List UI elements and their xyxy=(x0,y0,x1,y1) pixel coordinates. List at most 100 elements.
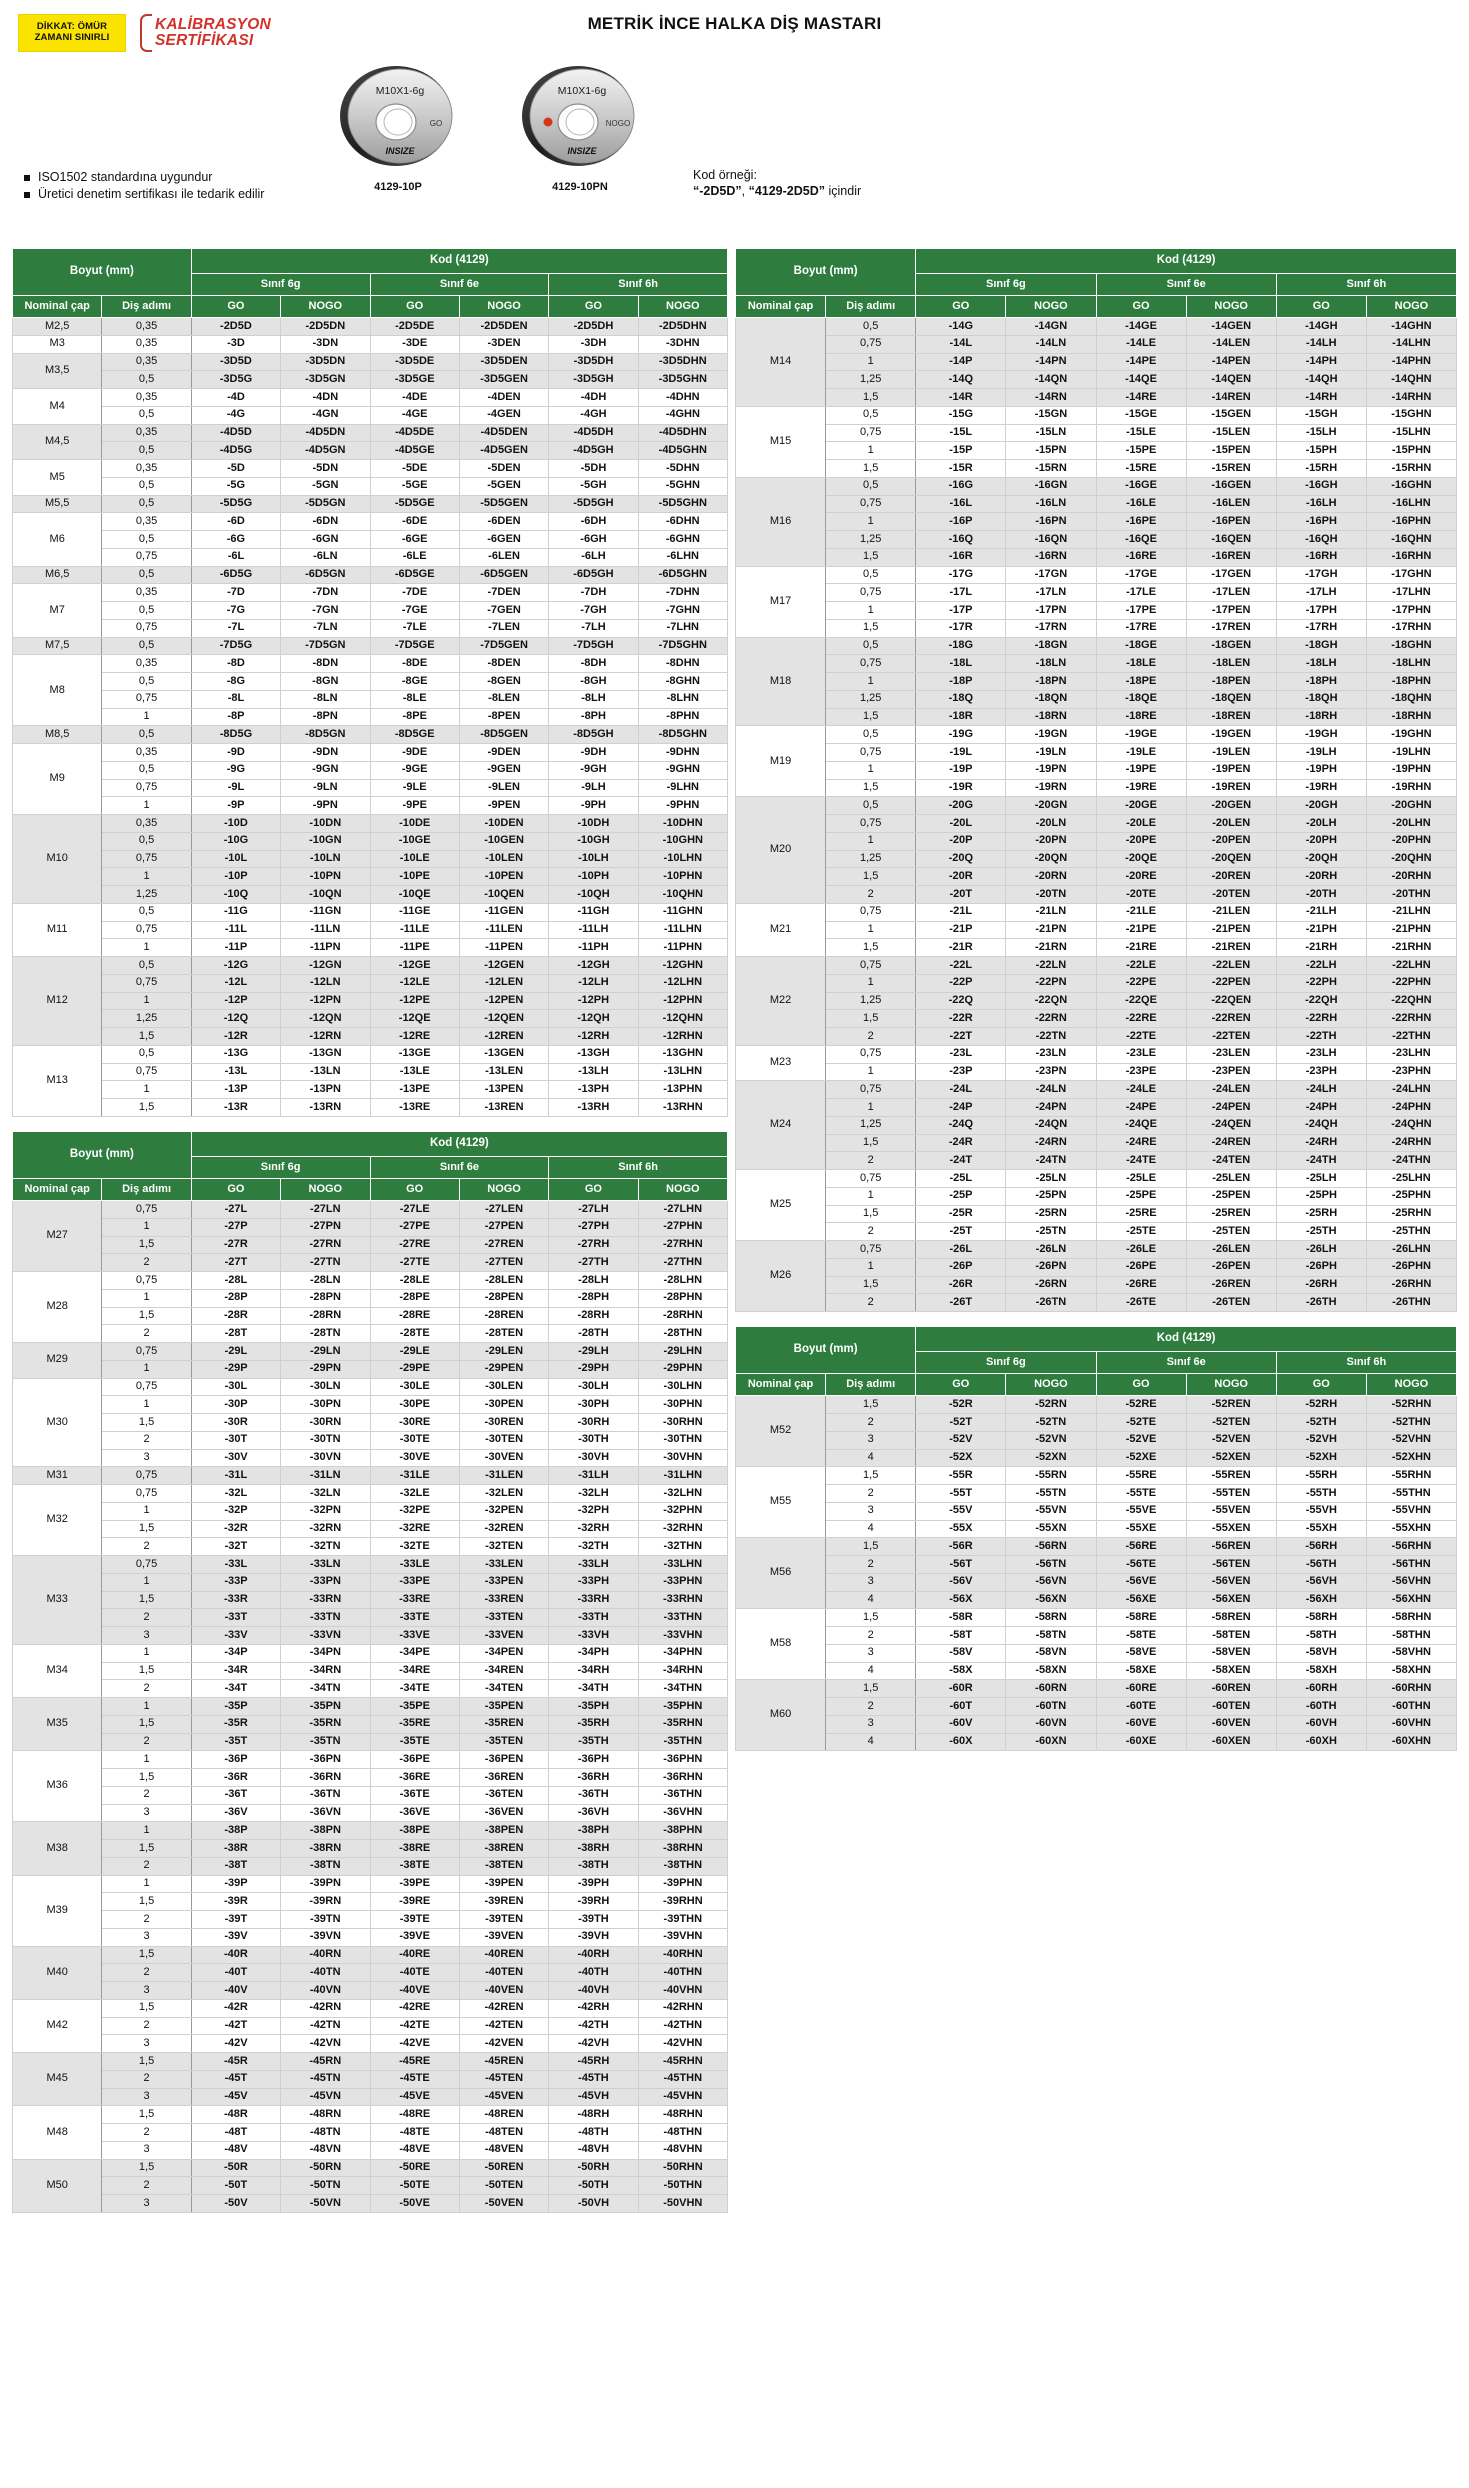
cell-go-6h: -22LH xyxy=(1275,956,1367,975)
cell-go-6h: -19GH xyxy=(1275,725,1367,745)
cell-nogo-6g: -7GN xyxy=(280,601,371,620)
cell-nogo-6g: -12RN xyxy=(280,1027,371,1046)
header-go-6h: GO xyxy=(548,1177,639,1202)
cell-nogo-6h: -50RHN xyxy=(637,2158,729,2178)
table-row: M22 0,75 -22L -22LN -22LE -22LEN -22LH -22LHN xyxy=(734,956,1458,1046)
cell-pitch: 0,75 xyxy=(825,1240,917,1259)
cell-go-6g: -13L xyxy=(190,1062,282,1082)
cell-pitch: 1 xyxy=(825,1098,917,1117)
cell-go-6e: -4D5GE xyxy=(369,441,460,461)
cell-go-6h: -29LH xyxy=(548,1342,639,1361)
cell-go-6h: -12PH xyxy=(548,991,639,1011)
cell-go-6e: -56VE xyxy=(1095,1572,1187,1592)
cell-go-6g: -20T xyxy=(915,885,1007,904)
cell-go-6g: -17G xyxy=(915,565,1007,585)
cell-go-6g: -25L xyxy=(915,1169,1007,1188)
cell-nogo-6g: -5DN xyxy=(280,459,371,478)
cell-go-6e: -23LE xyxy=(1095,1044,1187,1064)
cell-nogo-6e: -8GEN xyxy=(458,672,550,691)
cell-go-6g: -56R xyxy=(915,1537,1007,1557)
cell-nominal-diameter: M4,5 xyxy=(11,423,103,461)
cell-nogo-6g: -50RN xyxy=(280,2158,371,2178)
cell-nogo-6e: -24QEN xyxy=(1185,1115,1277,1135)
cell-go-6e: -55VE xyxy=(1095,1501,1187,1521)
table-row: M27 0,75 -27L -27LN -27LE -27LEN -27LH -27LHN xyxy=(11,1200,729,1273)
cell-go-6e: -20RE xyxy=(1095,867,1187,887)
cell-go-6h: -32PH xyxy=(548,1501,639,1521)
header-nominal: Nominal çap xyxy=(11,1177,103,1202)
cell-go-6h: -10LH xyxy=(548,849,639,869)
table-row: M45 1,5 -45R -45RN -45RE -45REN -45RH -45RHN xyxy=(11,2052,729,2107)
cell-nogo-6g: -45VN xyxy=(280,2087,371,2107)
cell-go-6h: -26TH xyxy=(1275,1293,1367,1313)
cell-nogo-6h: -3D5GHN xyxy=(637,370,729,390)
cell-go-6g: -27P xyxy=(190,1217,282,1237)
header-nogo-6h: NOGO xyxy=(637,1177,729,1202)
cell-nogo-6g: -14LN xyxy=(1005,334,1097,354)
header-go-6e: GO xyxy=(369,294,460,319)
cell-pitch: 1,5 xyxy=(101,1714,192,1734)
cell-pitch: 2 xyxy=(825,1027,917,1046)
cell-nogo-6h: -15GHN xyxy=(1365,405,1458,425)
cell-nogo-6e: -20PEN xyxy=(1185,831,1277,851)
cell-go-6g: -15L xyxy=(915,423,1007,443)
table-row: 1 -15P -15PN -15PE -15PEN -15PH -15PHN xyxy=(736,441,1458,461)
table-row: M7 0,35 -7D -7DN -7DE -7DEN -7DH -7DHN xyxy=(11,583,729,638)
cell-nogo-6e: -11PEN xyxy=(458,938,550,958)
cell-nogo-6h: -21LHN xyxy=(1365,902,1458,922)
cell-go-6e: -18QE xyxy=(1095,689,1187,709)
cell-go-6g: -9G xyxy=(190,760,282,780)
cell-go-6e: -25LE xyxy=(1095,1169,1187,1188)
table-row: 1,5 -17R -17RN -17RE -17REN -17RH -17RHN xyxy=(736,618,1458,638)
cell-go-6h: -52RH xyxy=(1275,1395,1367,1415)
cell-go-6e: -12LE xyxy=(369,973,460,993)
cell-go-6g: -19P xyxy=(915,760,1007,780)
cell-go-6g: -23P xyxy=(915,1062,1007,1082)
header-go-6e: GO xyxy=(1095,1373,1187,1397)
cell-go-6e: -15PE xyxy=(1095,441,1187,461)
cell-go-6h: -48RH xyxy=(548,2105,639,2125)
cell-go-6g: -18P xyxy=(915,672,1007,691)
cell-go-6h: -20GH xyxy=(1275,796,1367,816)
cell-go-6e: -5GE xyxy=(369,476,460,496)
cell-go-6h: -52XH xyxy=(1275,1448,1367,1468)
cell-nogo-6h: -17RHN xyxy=(1365,618,1458,638)
cell-nogo-6h: -9PHN xyxy=(637,796,729,816)
cell-nogo-6g: -33PN xyxy=(280,1572,371,1592)
cell-go-6g: -55V xyxy=(915,1501,1007,1521)
cell-go-6e: -40VE xyxy=(369,1981,460,2000)
cell-nogo-6h: -24QHN xyxy=(1365,1115,1458,1135)
cell-pitch: 1 xyxy=(825,831,917,851)
cell-pitch: 0,35 xyxy=(101,583,192,603)
cell-nogo-6h: -34RHN xyxy=(637,1661,729,1681)
cell-go-6g: -16G xyxy=(915,476,1007,496)
cell-nominal-diameter: M12 xyxy=(11,956,103,1046)
cell-nogo-6e: -12PEN xyxy=(458,991,550,1011)
cell-go-6e: -10PE xyxy=(369,867,460,887)
cell-pitch: 3 xyxy=(101,2087,192,2107)
cell-pitch: 2 xyxy=(101,1679,192,1699)
cell-pitch: 1,5 xyxy=(101,2158,192,2178)
cell-go-6e: -10DE xyxy=(369,814,460,833)
ring-gauge-go-illustration: M10X1-6g GO INSIZE xyxy=(340,66,453,166)
cell-go-6g: -48T xyxy=(190,2123,282,2142)
cell-go-6h: -3D5GH xyxy=(548,370,639,390)
cell-nogo-6g: -38TN xyxy=(280,1856,371,1876)
cell-pitch: 1 xyxy=(101,796,192,816)
cell-nogo-6e: -14LEN xyxy=(1185,334,1277,354)
cell-go-6e: -35TE xyxy=(369,1732,460,1752)
cell-go-6e: -20QE xyxy=(1095,849,1187,869)
cell-nogo-6g: -33VN xyxy=(280,1626,371,1645)
cell-nogo-6h: -52RHN xyxy=(1365,1395,1458,1415)
cell-go-6g: -16P xyxy=(915,512,1007,532)
cell-nogo-6g: -8LN xyxy=(280,689,371,709)
cell-nogo-6g: -10PN xyxy=(280,867,371,887)
cell-nogo-6g: -16PN xyxy=(1005,512,1097,532)
cell-nogo-6e: -24REN xyxy=(1185,1133,1277,1153)
cell-nogo-6g: -56TN xyxy=(1005,1555,1097,1574)
cell-go-6e: -35RE xyxy=(369,1714,460,1734)
cell-nominal-diameter: M26 xyxy=(734,1240,827,1313)
cell-nogo-6h: -20GHN xyxy=(1365,796,1458,816)
cell-go-6e: -27RE xyxy=(369,1235,460,1255)
cell-nogo-6h: -8LHN xyxy=(637,689,729,709)
